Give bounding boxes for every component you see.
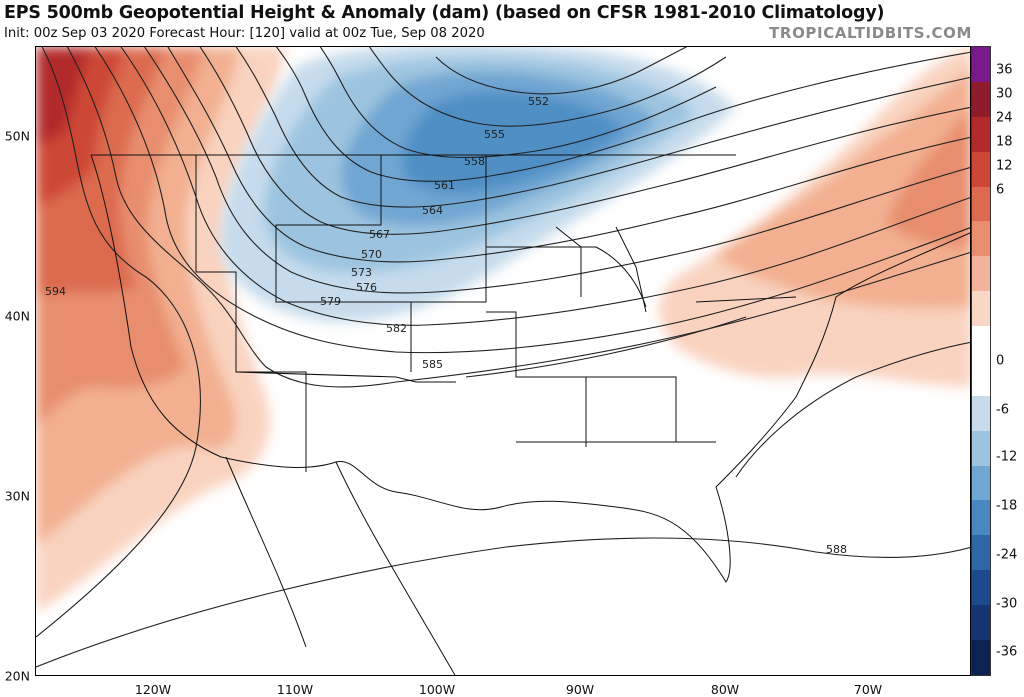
lon-label-120w: 120W (134, 682, 172, 697)
contour-label-552: 552 (528, 95, 549, 108)
colorbar-segment (972, 360, 990, 396)
contour-label-576: 576 (356, 281, 377, 294)
contour-label-567: 567 (369, 228, 390, 241)
lon-label-100w: 100W (418, 682, 456, 697)
colorbar-segment (972, 291, 990, 326)
contour-label-564: 564 (422, 204, 443, 217)
colorbar-segment (972, 465, 990, 501)
lat-label-50n: 50N (4, 128, 30, 144)
contour-label-group: 552 555 558 561 564 567 570 573 576 579 … (45, 95, 847, 556)
lat-label-30n: 30N (4, 488, 30, 504)
geographic-boundaries (90, 154, 970, 675)
lon-label-110w: 110W (276, 682, 314, 697)
colorbar-label: 18 (996, 134, 1013, 150)
colorbar (971, 46, 991, 676)
colorbar-segment (972, 395, 990, 431)
colorbar-label: -24 (996, 547, 1018, 563)
contour-label-573: 573 (351, 266, 372, 279)
colorbar-segment (972, 326, 990, 361)
colorbar-label: 6 (996, 182, 1005, 198)
colorbar-segment (972, 221, 990, 257)
colorbar-segment (972, 81, 990, 117)
colorbar-segment (972, 570, 990, 605)
warm-anomaly-east (659, 47, 970, 387)
colorbar-segment (972, 605, 990, 640)
colorbar-segment (972, 151, 990, 187)
contour-label-582: 582 (386, 322, 407, 335)
map-canvas: 552 555 558 561 564 567 570 573 576 579 … (36, 47, 970, 675)
lon-label-90w: 90W (565, 682, 595, 697)
colorbar-segment (972, 256, 990, 292)
colorbar-label: 0 (996, 353, 1005, 369)
contour-label-555: 555 (484, 128, 505, 141)
cold-anomaly-north (220, 47, 736, 322)
map-panel: 552 555 558 561 564 567 570 573 576 579 … (35, 46, 971, 676)
colorbar-label: -12 (996, 449, 1018, 465)
contour-label-588: 588 (826, 543, 847, 556)
colorbar-label: -6 (996, 402, 1009, 418)
lat-label-20n: 20N (4, 668, 30, 684)
brand-watermark: TROPICALTIDBITS.COM (769, 24, 972, 42)
colorbar-segment (972, 500, 990, 536)
colorbar-segment (972, 430, 990, 466)
contour-label-594: 594 (45, 285, 66, 298)
map-subtitle: Init: 00z Sep 03 2020 Forecast Hour: [12… (4, 26, 485, 41)
lat-label-40n: 40N (4, 308, 30, 324)
warm-anomaly-west (36, 47, 286, 612)
colorbar-label: 12 (996, 158, 1013, 174)
lon-label-80w: 80W (710, 682, 740, 697)
map-title: EPS 500mb Geopotential Height & Anomaly … (4, 3, 885, 23)
colorbar-segment (972, 116, 990, 152)
colorbar-label: -30 (996, 596, 1018, 612)
contour-label-570: 570 (361, 248, 382, 261)
colorbar-label: 30 (996, 86, 1013, 102)
colorbar-label: -36 (996, 644, 1018, 660)
contour-label-558: 558 (464, 155, 485, 168)
colorbar-label: -18 (996, 498, 1018, 514)
colorbar-label: 24 (996, 110, 1013, 126)
contour-label-585: 585 (422, 358, 443, 371)
colorbar-segment (972, 186, 990, 222)
contour-label-561: 561 (434, 179, 455, 192)
colorbar-segment (972, 47, 990, 82)
colorbar-segment (972, 639, 990, 675)
colorbar-segment (972, 535, 990, 571)
lon-label-70w: 70W (853, 682, 883, 697)
colorbar-label: 36 (996, 62, 1013, 78)
